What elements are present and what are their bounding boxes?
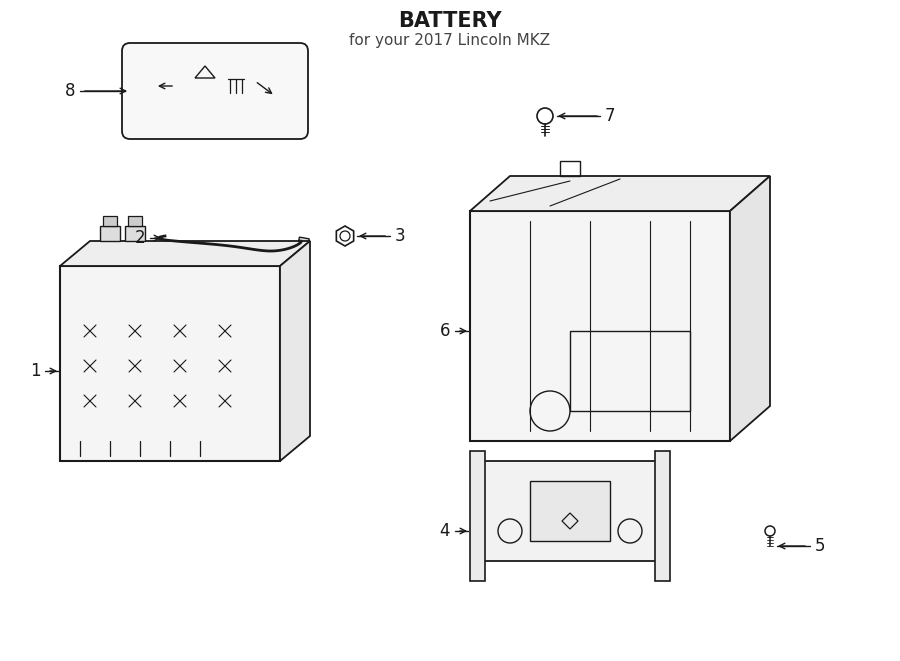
Bar xyxy=(470,451,485,581)
Bar xyxy=(570,331,690,411)
Text: 4: 4 xyxy=(440,522,450,540)
Bar xyxy=(298,237,310,247)
Text: 2: 2 xyxy=(135,229,145,247)
Text: 6: 6 xyxy=(440,322,450,340)
Bar xyxy=(125,226,145,241)
Polygon shape xyxy=(470,176,770,211)
Bar xyxy=(655,451,670,581)
FancyBboxPatch shape xyxy=(122,43,308,139)
Text: BATTERY: BATTERY xyxy=(398,11,502,31)
Text: 1: 1 xyxy=(30,362,40,380)
Bar xyxy=(100,226,120,241)
Text: 8: 8 xyxy=(65,82,76,100)
Polygon shape xyxy=(730,176,770,441)
Bar xyxy=(103,216,117,226)
Bar xyxy=(530,481,610,541)
Bar xyxy=(480,461,660,561)
Text: 7: 7 xyxy=(605,107,616,125)
Bar xyxy=(60,266,280,461)
Polygon shape xyxy=(60,241,310,266)
Text: for your 2017 Lincoln MKZ: for your 2017 Lincoln MKZ xyxy=(349,34,551,48)
Bar xyxy=(128,216,142,226)
Polygon shape xyxy=(280,241,310,461)
Text: 5: 5 xyxy=(814,537,825,555)
Text: 3: 3 xyxy=(395,227,405,245)
Bar xyxy=(470,211,730,441)
